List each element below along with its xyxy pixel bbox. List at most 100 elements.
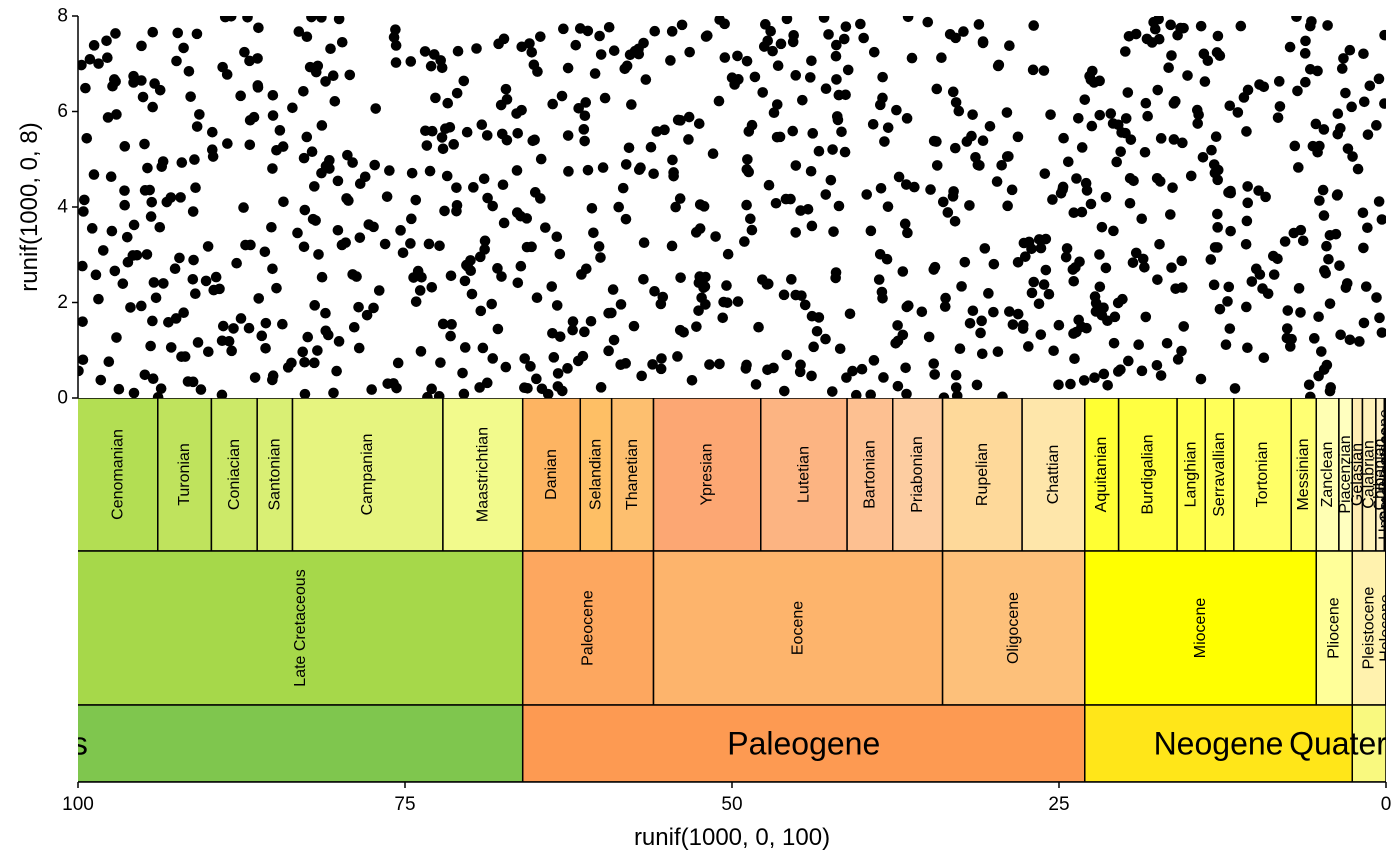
scatter-point bbox=[977, 135, 989, 147]
scatter-point bbox=[949, 142, 961, 154]
interval-label-greenlandian: Greenlandian bbox=[1377, 426, 1394, 522]
scatter-point bbox=[588, 227, 599, 239]
interval-tortonian bbox=[1233, 398, 1292, 552]
scatter-point bbox=[1124, 197, 1136, 209]
scatter-point bbox=[328, 387, 339, 398]
scatter-point bbox=[1352, 163, 1364, 175]
scatter-point bbox=[1250, 263, 1262, 275]
scatter-point bbox=[1318, 124, 1330, 135]
scatter-point bbox=[1140, 97, 1152, 109]
scatter-point bbox=[206, 144, 218, 156]
scatter-point bbox=[1303, 379, 1315, 391]
interval-label-zanclean: Zanclean bbox=[1319, 442, 1336, 508]
scatter-point bbox=[1094, 109, 1106, 121]
scatter-point bbox=[1293, 283, 1305, 294]
scatter-point bbox=[259, 246, 271, 258]
scatter-point bbox=[347, 157, 358, 168]
scatter-point bbox=[686, 374, 698, 386]
scatter-point bbox=[1085, 198, 1097, 210]
scatter-point bbox=[252, 82, 264, 93]
interval-coniacian bbox=[210, 398, 258, 552]
scatter-point bbox=[595, 252, 606, 263]
scatter-point bbox=[1111, 156, 1122, 168]
scatter-point bbox=[858, 32, 869, 44]
x-tick-label: 75 bbox=[394, 794, 415, 815]
scatter-point bbox=[336, 36, 348, 48]
scatter-point bbox=[475, 305, 487, 317]
scatter-point bbox=[148, 277, 160, 288]
scatter-point bbox=[636, 370, 647, 382]
scatter-point bbox=[684, 46, 695, 58]
scatter-point bbox=[1153, 16, 1164, 25]
scatter-point bbox=[620, 358, 631, 369]
scatter-point bbox=[1178, 22, 1189, 34]
scatter-point bbox=[554, 248, 566, 260]
scatter-point bbox=[638, 237, 650, 248]
scatter-point bbox=[875, 182, 887, 194]
interval-label-chattian: Chattian bbox=[1045, 445, 1062, 505]
y-axis-title: runif(1000, 0, 8) bbox=[16, 122, 43, 291]
scatter-point bbox=[1284, 341, 1296, 352]
scatter-point bbox=[892, 380, 904, 392]
scatter-point bbox=[877, 71, 888, 83]
scatter-point bbox=[128, 70, 139, 82]
scatter-point bbox=[1172, 29, 1183, 41]
interval-selandian bbox=[579, 398, 613, 552]
scatter-point bbox=[81, 132, 93, 144]
x-axis-title: runif(1000, 0, 100) bbox=[634, 824, 830, 851]
scatter-point bbox=[579, 135, 590, 147]
scatter-point bbox=[950, 382, 962, 393]
scatter-point bbox=[309, 357, 320, 369]
scatter-point bbox=[749, 71, 761, 83]
scatter-point bbox=[940, 292, 951, 304]
scatter-point bbox=[1358, 96, 1370, 108]
scatter-point bbox=[865, 225, 877, 237]
scatter-point bbox=[693, 305, 704, 316]
scatter-point bbox=[128, 219, 140, 231]
scatter-point bbox=[1012, 256, 1024, 268]
scatter-point bbox=[1177, 137, 1188, 149]
scatter-point bbox=[916, 306, 928, 318]
scatter-point bbox=[922, 16, 934, 28]
scatter-point bbox=[608, 45, 620, 56]
scatter-point bbox=[1373, 73, 1385, 85]
scatter-point bbox=[1070, 262, 1081, 273]
scatter-point bbox=[1223, 281, 1235, 293]
scatter-point bbox=[1060, 251, 1072, 263]
scatter-point bbox=[767, 45, 778, 57]
scatter-point bbox=[208, 284, 220, 296]
scatter-point bbox=[1208, 279, 1220, 291]
scatter-point bbox=[1165, 209, 1176, 220]
scatter-point bbox=[1172, 354, 1184, 365]
scatter-point bbox=[1002, 200, 1013, 212]
scatter-point bbox=[1167, 182, 1178, 193]
scatter-point bbox=[799, 299, 811, 311]
scatter-point bbox=[277, 141, 289, 152]
scatter-point bbox=[868, 355, 880, 366]
scatter-point bbox=[1105, 108, 1117, 119]
scatter-point bbox=[676, 19, 688, 31]
scatter-point bbox=[1006, 184, 1018, 196]
scatter-point bbox=[1136, 213, 1148, 225]
scatter-point bbox=[778, 289, 790, 301]
scatter-point bbox=[973, 19, 985, 30]
scatter-point bbox=[512, 277, 524, 289]
scatter-point bbox=[1374, 312, 1385, 324]
scatter-point bbox=[1240, 239, 1252, 250]
scatter-point bbox=[1310, 118, 1322, 130]
scatter-point bbox=[947, 191, 959, 202]
scatter-point bbox=[608, 334, 620, 346]
scatter-point bbox=[638, 37, 649, 49]
scatter-point bbox=[511, 165, 523, 176]
scatter-point bbox=[451, 182, 462, 193]
scatter-point bbox=[937, 196, 949, 208]
scatter-point bbox=[1338, 53, 1349, 64]
scatter-point bbox=[620, 213, 632, 225]
scatter-point bbox=[675, 272, 686, 283]
scatter-point bbox=[953, 105, 965, 117]
scatter-point bbox=[1193, 109, 1204, 121]
scatter-point bbox=[436, 62, 448, 74]
scatter-point bbox=[390, 57, 402, 68]
scatter-point bbox=[476, 119, 488, 131]
scatter-point bbox=[1322, 20, 1333, 31]
